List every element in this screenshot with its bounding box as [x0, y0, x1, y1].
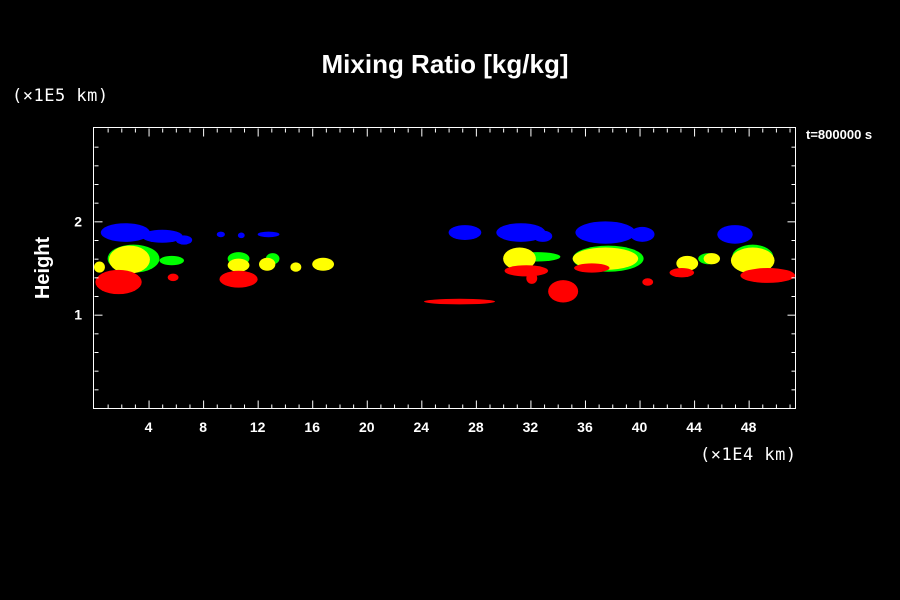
region-blue-10 — [629, 226, 655, 242]
region-yellow-20 — [109, 245, 150, 274]
x-tick-label-8: 36 — [577, 419, 593, 435]
region-red-37 — [548, 280, 579, 303]
region-blue-3 — [216, 231, 225, 238]
region-yellow-28 — [676, 255, 699, 271]
region-blue-0 — [100, 223, 150, 242]
region-red-39 — [642, 278, 654, 286]
region-blue-9 — [575, 221, 636, 244]
x-tick-label-11: 48 — [741, 419, 757, 435]
x-tick-label-2: 12 — [250, 419, 266, 435]
region-red-38 — [574, 263, 610, 273]
x-scale-label: (×1E4 km) — [700, 445, 797, 465]
region-red-31 — [95, 269, 142, 295]
x-tick-label-9: 40 — [632, 419, 648, 435]
region-blue-1 — [141, 229, 183, 243]
region-yellow-29 — [703, 253, 720, 265]
y-scale-label: (×1E5 km) — [12, 86, 109, 106]
x-tick-label-3: 16 — [304, 419, 320, 435]
x-tick-label-1: 8 — [199, 419, 207, 435]
region-blue-5 — [257, 231, 280, 238]
plot-frame — [93, 127, 796, 409]
region-yellow-30 — [730, 247, 775, 274]
x-tick-label-7: 32 — [523, 419, 539, 435]
region-red-36 — [526, 272, 538, 284]
region-blue-6 — [448, 225, 482, 241]
region-yellow-25 — [312, 257, 335, 271]
time-label: t=800000 s — [806, 127, 872, 142]
region-yellow-24 — [290, 262, 302, 272]
region-red-32 — [167, 273, 179, 282]
region-blue-4 — [237, 232, 245, 239]
region-blue-8 — [533, 230, 553, 242]
region-red-35 — [504, 265, 549, 277]
region-red-34 — [424, 298, 495, 305]
region-yellow-26 — [503, 247, 536, 270]
x-tick-label-0: 4 — [145, 419, 153, 435]
region-blue-11 — [717, 225, 753, 244]
region-yellow-22 — [227, 258, 250, 272]
x-tick-label-4: 20 — [359, 419, 375, 435]
region-yellow-21 — [94, 261, 105, 273]
mixing-ratio-regions — [94, 221, 796, 305]
y-tick-label-0: 1 — [74, 307, 82, 323]
region-blue-7 — [496, 223, 546, 242]
y-axis-label: Height — [32, 237, 54, 300]
x-tick-label-10: 44 — [686, 419, 702, 435]
region-green-13 — [159, 255, 185, 266]
region-red-40 — [669, 268, 695, 278]
y-tick-label-1: 2 — [74, 213, 82, 229]
chart-title: Mixing Ratio [kg/kg] — [322, 49, 569, 79]
region-yellow-23 — [259, 257, 276, 271]
region-blue-2 — [175, 235, 193, 245]
x-tick-label-5: 24 — [414, 419, 430, 435]
region-red-41 — [740, 268, 796, 283]
x-tick-label-6: 28 — [468, 419, 484, 435]
region-red-33 — [219, 270, 258, 288]
